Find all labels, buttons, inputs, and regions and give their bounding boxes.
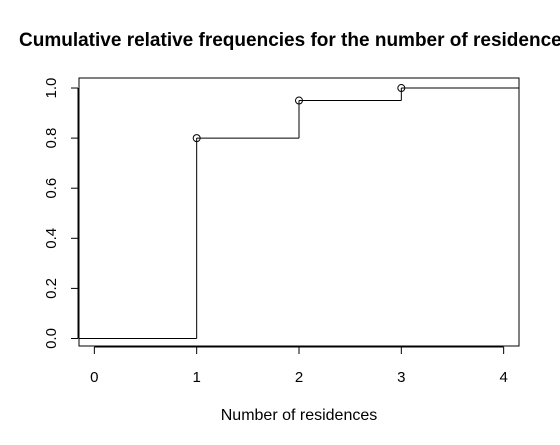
x-tick-label: 1 (193, 369, 201, 386)
y-tick-label: 0.8 (43, 128, 60, 149)
y-tick-label: 0.6 (43, 178, 60, 199)
x-axis: 0 1 2 3 4 (90, 346, 508, 386)
x-tick-label: 2 (295, 369, 303, 386)
chart-title: Cumulative relative frequencies for the … (19, 30, 560, 51)
x-tick-label: 0 (90, 369, 98, 386)
data-point (397, 84, 406, 93)
plot-frame (78, 77, 520, 347)
data-point (192, 134, 201, 143)
y-tick-label: 0.4 (43, 228, 60, 249)
x-tick-label: 4 (499, 369, 507, 386)
y-axis: 0.0 0.2 0.4 0.6 0.8 1.0 (43, 78, 79, 349)
y-tick-label: 0.0 (43, 328, 60, 349)
x-axis-label: Number of residences (221, 407, 378, 424)
y-tick-label: 0.2 (43, 278, 60, 299)
y-tick-label: 1.0 (43, 78, 60, 99)
data-point (295, 96, 303, 105)
series-layer (79, 84, 519, 339)
x-tick-label: 3 (397, 369, 405, 386)
